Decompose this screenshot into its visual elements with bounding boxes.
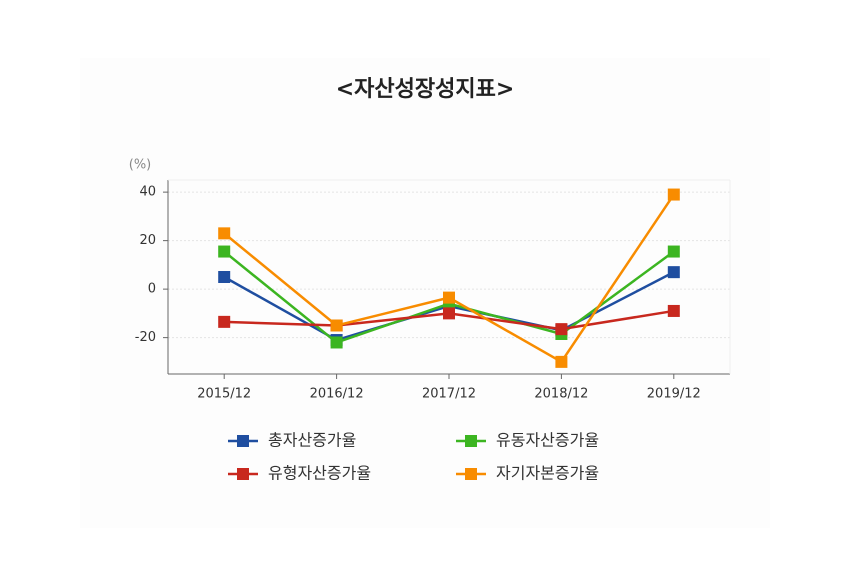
legend-label: 유형자산증가율 (268, 464, 371, 483)
data-point (443, 307, 455, 320)
data-point (667, 245, 680, 258)
legend-marker (237, 435, 249, 447)
y-unit: (%) (129, 158, 152, 173)
data-point (667, 188, 680, 201)
data-point (667, 304, 680, 317)
y-tick-label: 20 (139, 233, 156, 248)
data-point (218, 245, 231, 258)
y-tick-label: 0 (148, 282, 156, 297)
legend-label: 총자산증가율 (268, 431, 356, 450)
data-point (218, 315, 231, 328)
legend-label: 자기자본증가율 (496, 464, 599, 483)
x-tick-label: 2019/12 (647, 387, 701, 402)
data-point (330, 336, 343, 349)
y-tick-label: 40 (139, 185, 156, 200)
legend-marker (465, 435, 477, 447)
data-point (443, 291, 455, 304)
legend-marker (237, 468, 249, 480)
x-tick-label: 2017/12 (422, 387, 476, 402)
x-tick-label: 2015/12 (197, 387, 251, 402)
data-point (218, 227, 231, 240)
x-tick-label: 2016/12 (310, 387, 364, 402)
x-tick-label: 2018/12 (534, 387, 588, 402)
data-point (218, 271, 231, 283)
data-point (555, 355, 568, 368)
legend-label: 유동자산증가율 (496, 431, 599, 450)
data-point (330, 319, 343, 332)
data-point (667, 266, 680, 279)
y-tick-label: -20 (135, 330, 156, 345)
legend-marker (465, 468, 477, 480)
chart-title: <자산성장성지표> (336, 77, 515, 102)
panel (80, 58, 770, 528)
data-point (555, 323, 568, 336)
